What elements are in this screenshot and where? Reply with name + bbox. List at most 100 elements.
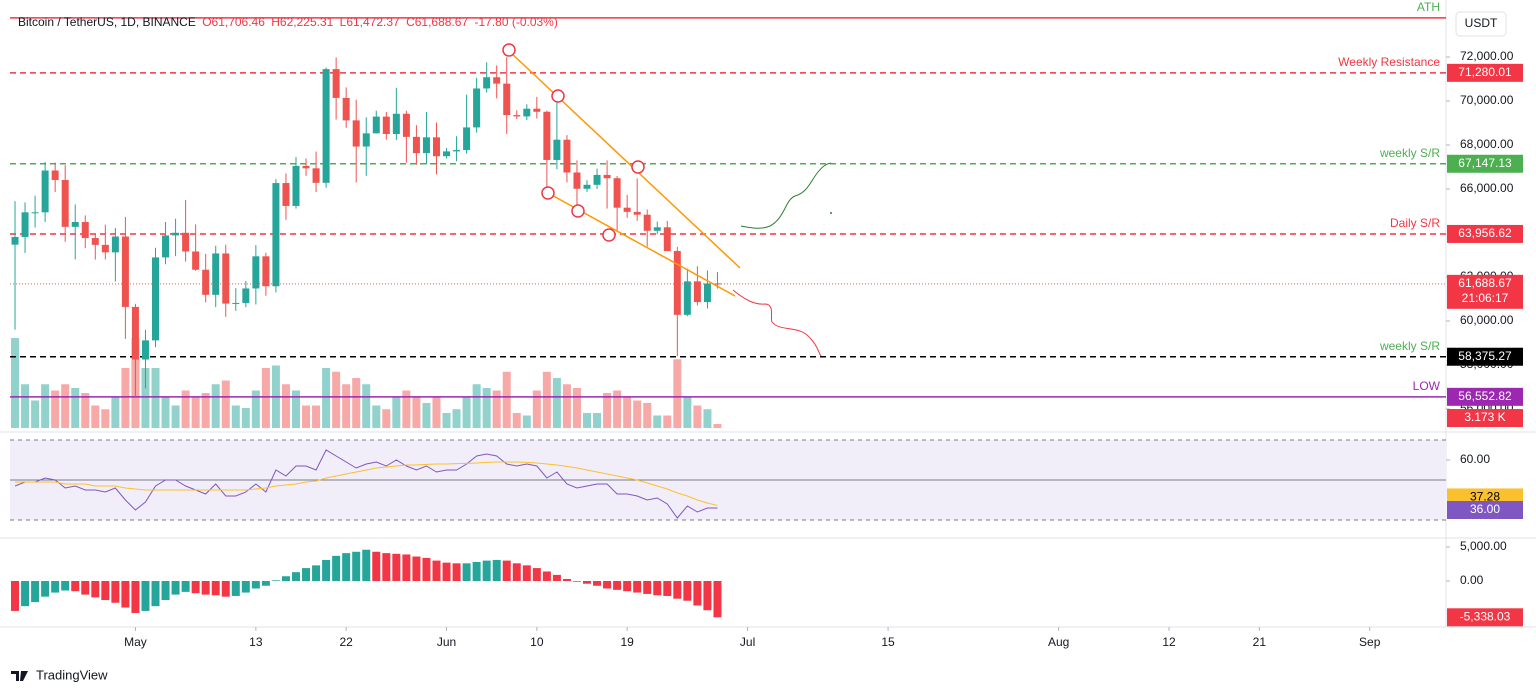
macd-bar — [562, 578, 571, 582]
candle-body — [633, 211, 641, 215]
candle-body — [322, 69, 330, 183]
volume-label: 3.173 K — [1464, 410, 1505, 424]
macd-bar — [141, 581, 150, 611]
macd-bar — [522, 565, 531, 582]
candle-body — [41, 170, 49, 213]
y-tick-label: 60,000.00 — [1460, 313, 1514, 327]
candle-body — [342, 97, 350, 121]
level-name: ATH — [1417, 0, 1440, 14]
volume-bar — [392, 396, 401, 428]
brand-logo — [11, 671, 28, 681]
macd-bar — [402, 554, 411, 582]
candle-body — [282, 183, 290, 206]
macd-bar — [593, 581, 602, 586]
y-tick-label: 68,000.00 — [1460, 137, 1514, 151]
macd-bar — [502, 560, 511, 582]
candle-body — [91, 238, 99, 245]
macd-bar — [21, 581, 30, 607]
currency-box[interactable] — [1455, 11, 1507, 37]
candle-body — [242, 288, 250, 303]
macd-bar — [572, 581, 581, 582]
macd-bar — [302, 568, 311, 582]
currency: USDT — [1465, 16, 1498, 30]
macd-bar — [101, 581, 110, 601]
volume-bar — [382, 409, 391, 428]
candle-body — [693, 281, 701, 303]
ohlc-close: C61,688.67 — [406, 15, 469, 29]
macd-value-label: -5,338.03 — [1460, 609, 1511, 623]
volume-bar — [362, 384, 371, 428]
volume-bar — [432, 396, 441, 428]
level-price: 63,956.62 — [1458, 226, 1512, 240]
ohlc-open: O61,706.46 — [202, 15, 265, 29]
candle-body — [182, 232, 190, 252]
volume-bar — [572, 388, 581, 428]
pivot-circle — [551, 89, 565, 103]
volume-bar — [312, 405, 321, 428]
candle-body — [111, 236, 119, 253]
candle-body — [432, 137, 440, 157]
candle-body — [71, 221, 79, 227]
macd-bar — [372, 551, 381, 582]
candle-body — [563, 139, 571, 173]
macd-bar — [452, 563, 461, 582]
candle-body — [131, 306, 139, 360]
volume-bar — [693, 405, 702, 428]
trend-line — [508, 50, 741, 269]
change: -17.80 (-0.03%) — [474, 15, 558, 29]
volume-bar — [332, 371, 341, 428]
macd-bar — [161, 581, 170, 601]
volume-bar — [221, 380, 230, 428]
volume-bar — [211, 384, 220, 428]
volume-bar — [281, 384, 290, 428]
candle-body — [101, 244, 109, 253]
volume-bar — [603, 393, 612, 428]
volume-bar — [342, 384, 351, 428]
volume-bar — [322, 368, 331, 428]
macd-bar — [312, 565, 321, 582]
volume-bar — [171, 405, 180, 428]
macd-bar — [392, 553, 401, 582]
candle-body — [643, 214, 651, 231]
volume-bar — [683, 396, 692, 428]
last-price: 61,688.67 — [1458, 276, 1512, 290]
x-tick-label: 12 — [1162, 635, 1176, 649]
volume-bar — [462, 396, 471, 428]
candle-body — [81, 221, 89, 239]
macd-bar — [442, 562, 451, 582]
macd-bar — [472, 561, 481, 582]
volume-bar — [191, 396, 200, 428]
pivot-circle — [541, 186, 555, 200]
candle-body — [141, 340, 149, 360]
volume-bar — [71, 388, 80, 428]
candle-body — [593, 174, 601, 185]
candle-body — [292, 165, 300, 206]
candle-body — [453, 150, 461, 152]
volume-bar — [442, 413, 451, 428]
candle-body — [352, 120, 360, 147]
volume-bar — [31, 400, 40, 428]
volume-bar — [613, 390, 622, 428]
candle-body — [372, 116, 380, 134]
candle-body — [623, 207, 631, 212]
symbol: Bitcoin / TetherUS, 1D, BINANCE — [18, 15, 196, 29]
macd-bar — [71, 581, 80, 592]
last-price-box — [1447, 274, 1523, 309]
candle-body — [21, 212, 29, 237]
candle-body — [152, 257, 160, 341]
macd-bar — [241, 581, 250, 593]
pivot-circle — [602, 228, 616, 242]
macd-bar — [412, 556, 421, 582]
candle-body — [121, 236, 129, 307]
candle-body — [533, 108, 541, 112]
macd-bar — [532, 568, 541, 582]
volume-bar — [91, 405, 100, 428]
countdown: 21:06:17 — [1462, 291, 1509, 305]
macd-bar — [432, 560, 441, 582]
macd-bar — [653, 581, 662, 596]
level-name: LOW — [1413, 379, 1441, 393]
candle-body — [202, 269, 210, 295]
macd-bar — [332, 555, 341, 582]
volume-bar — [161, 396, 170, 428]
